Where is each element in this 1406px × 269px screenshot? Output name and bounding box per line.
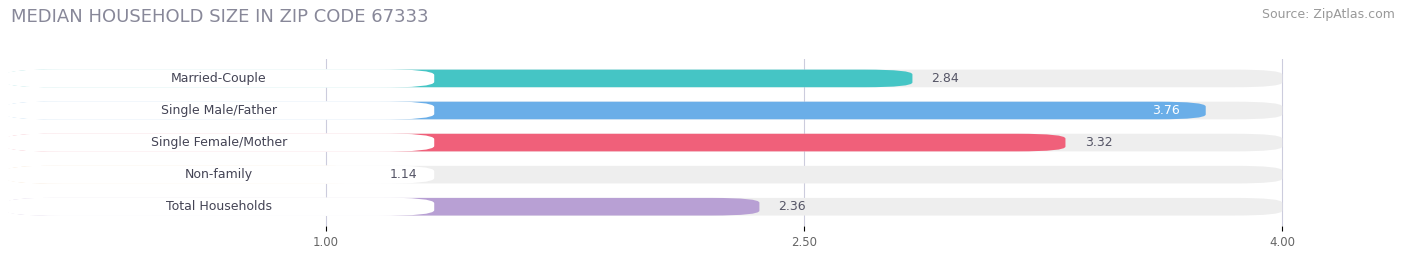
Text: 2.84: 2.84: [932, 72, 959, 85]
FancyBboxPatch shape: [7, 134, 1066, 151]
Text: MEDIAN HOUSEHOLD SIZE IN ZIP CODE 67333: MEDIAN HOUSEHOLD SIZE IN ZIP CODE 67333: [11, 8, 429, 26]
FancyBboxPatch shape: [4, 165, 434, 184]
Text: Total Households: Total Households: [166, 200, 271, 213]
FancyBboxPatch shape: [4, 197, 434, 216]
Text: 1.14: 1.14: [389, 168, 418, 181]
FancyBboxPatch shape: [7, 102, 1282, 119]
FancyBboxPatch shape: [7, 198, 759, 215]
Text: Single Female/Mother: Single Female/Mother: [150, 136, 287, 149]
Text: 3.76: 3.76: [1153, 104, 1180, 117]
Text: Non-family: Non-family: [186, 168, 253, 181]
Text: Single Male/Father: Single Male/Father: [162, 104, 277, 117]
Text: 3.32: 3.32: [1084, 136, 1112, 149]
FancyBboxPatch shape: [7, 198, 1282, 215]
Text: Source: ZipAtlas.com: Source: ZipAtlas.com: [1261, 8, 1395, 21]
Text: Married-Couple: Married-Couple: [172, 72, 267, 85]
Text: 2.36: 2.36: [779, 200, 806, 213]
FancyBboxPatch shape: [4, 69, 434, 88]
FancyBboxPatch shape: [7, 70, 1282, 87]
FancyBboxPatch shape: [7, 166, 370, 183]
FancyBboxPatch shape: [4, 133, 434, 152]
FancyBboxPatch shape: [7, 134, 1282, 151]
FancyBboxPatch shape: [7, 166, 1282, 183]
FancyBboxPatch shape: [4, 101, 434, 120]
FancyBboxPatch shape: [7, 70, 912, 87]
FancyBboxPatch shape: [7, 102, 1206, 119]
